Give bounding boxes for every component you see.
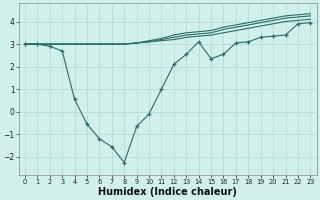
X-axis label: Humidex (Indice chaleur): Humidex (Indice chaleur) [98, 187, 237, 197]
